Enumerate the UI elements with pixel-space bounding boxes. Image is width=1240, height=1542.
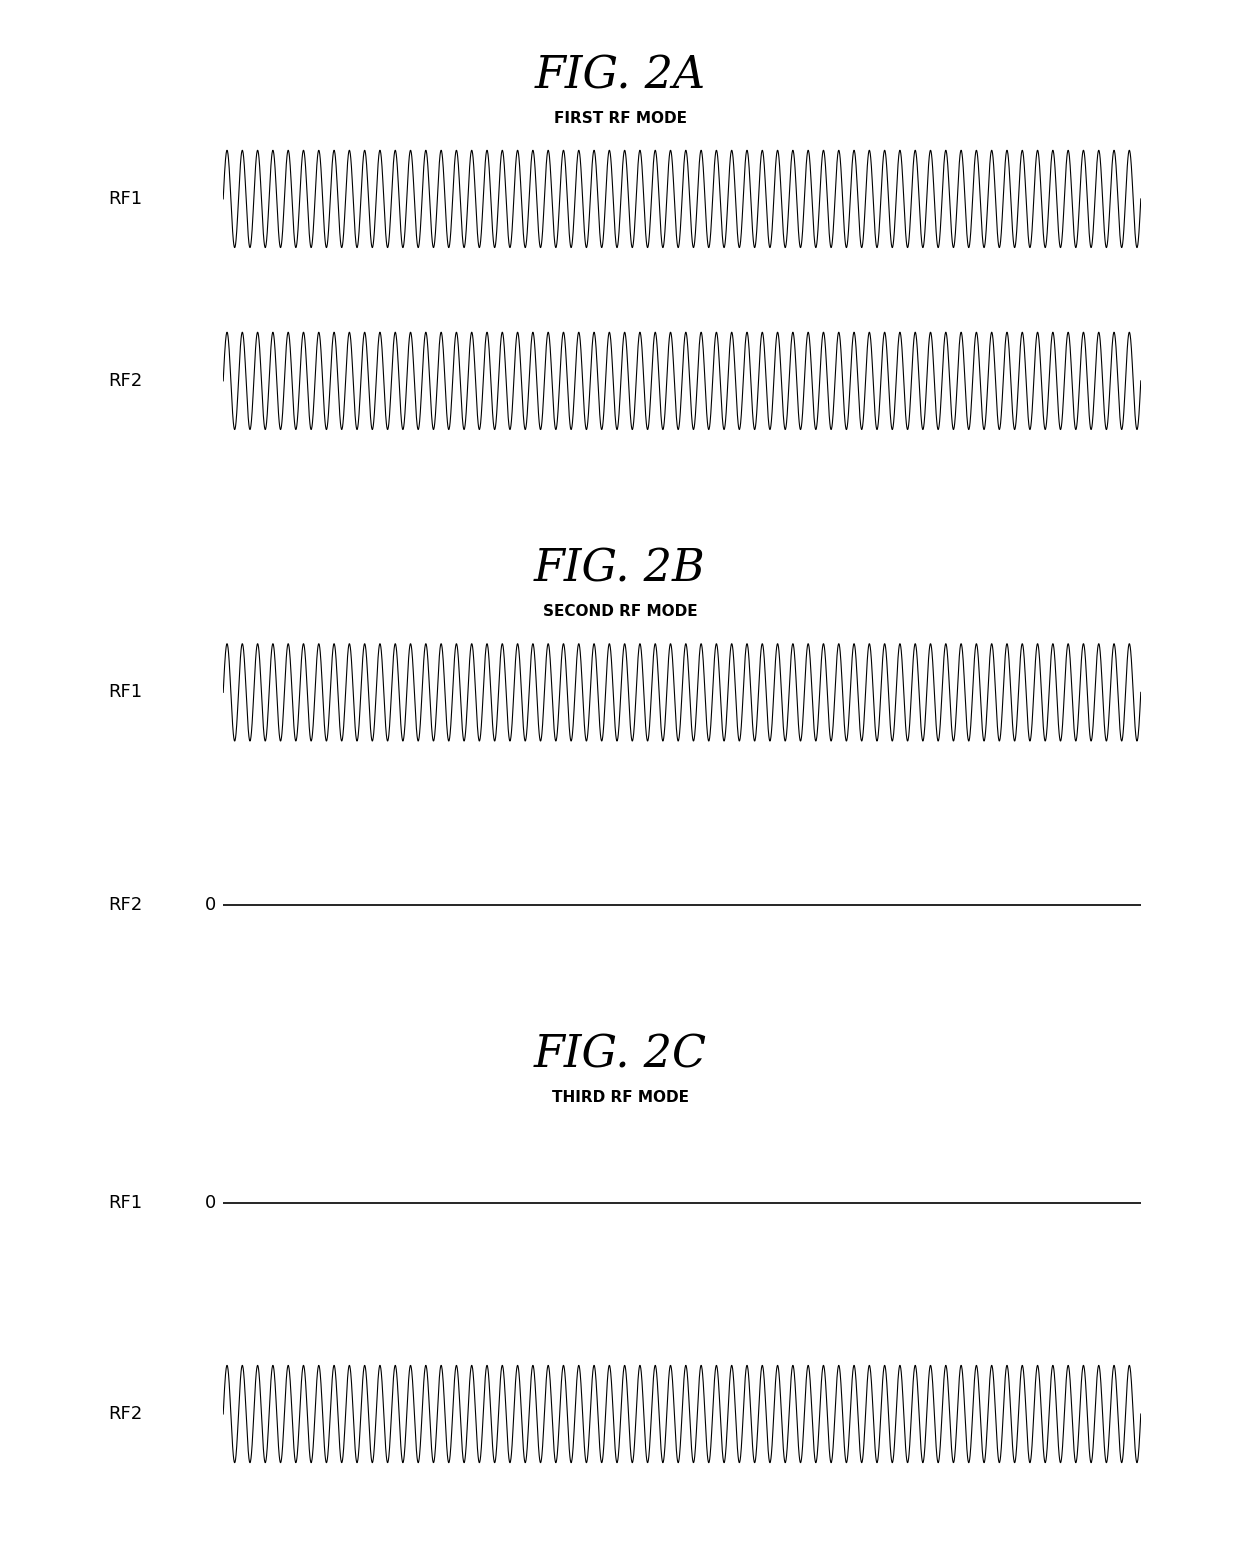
Text: RF1: RF1	[108, 1194, 143, 1212]
Text: RF2: RF2	[108, 896, 143, 914]
Text: RF1: RF1	[108, 683, 143, 702]
Text: 0: 0	[205, 896, 216, 914]
Text: SECOND RF MODE: SECOND RF MODE	[543, 604, 697, 620]
Text: FIG. 2B: FIG. 2B	[534, 547, 706, 591]
Text: FIRST RF MODE: FIRST RF MODE	[553, 111, 687, 126]
Text: THIRD RF MODE: THIRD RF MODE	[552, 1090, 688, 1106]
Text: RF2: RF2	[108, 372, 143, 390]
Text: FIG. 2A: FIG. 2A	[534, 54, 706, 97]
Text: 0: 0	[205, 1194, 216, 1212]
Text: FIG. 2C: FIG. 2C	[533, 1033, 707, 1076]
Text: RF2: RF2	[108, 1405, 143, 1423]
Text: RF1: RF1	[108, 190, 143, 208]
